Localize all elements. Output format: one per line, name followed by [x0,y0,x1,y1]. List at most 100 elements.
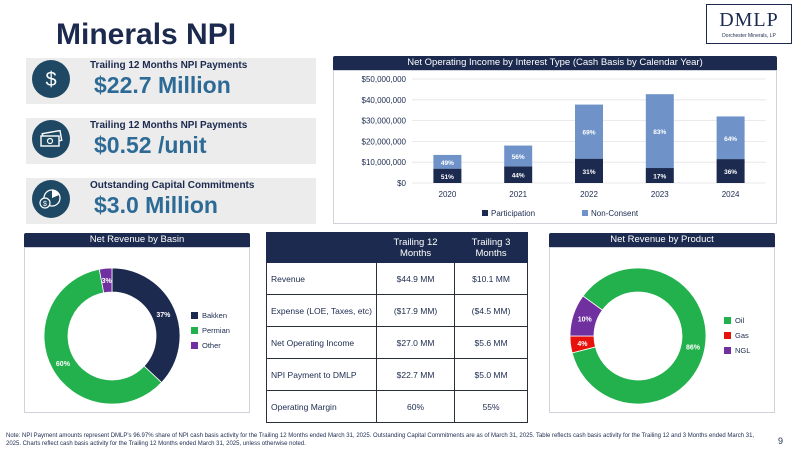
logo-wordmark: DMLP [719,9,779,31]
bar-segment [504,145,533,167]
legend-swatch [582,210,588,216]
row-label: Expense (LOE, Taxes, etc) [266,294,377,327]
x-tick-label: 2021 [509,190,527,199]
page-number: 9 [778,436,784,446]
bar-data-label: 56% [512,154,525,161]
legend-label: NGL [735,346,751,355]
table-header-cell [266,232,377,263]
table-row: Expense (LOE, Taxes, etc) ($17.9 MM) ($4… [266,294,528,327]
cell-t12: $44.9 MM [375,262,456,295]
table-row: Operating Margin 60% 55% [266,390,528,423]
x-tick-label: 2023 [651,190,669,199]
table-header-row: Trailing 12 Months Trailing 3 Months [266,232,528,263]
financial-summary-table: Trailing 12 Months Trailing 3 Months Rev… [266,232,528,423]
row-label: Operating Margin [266,390,377,423]
bar-segment [716,159,745,183]
bar-data-label: 51% [441,174,454,181]
slice-label: 37% [156,312,171,319]
cell-t3: $5.0 MM [454,358,528,391]
bar-segment [575,104,603,159]
donut-slice [98,267,113,294]
kpi-label: Trailing 12 Months NPI Payments [90,120,248,131]
dollar-icon: $ [32,60,70,98]
bar-data-label: 31% [582,169,595,176]
bar-segment [645,168,674,183]
bar-chart-panel: $0 $10,000,000 $20,000,000 $30,000,000 $40,0… [333,70,777,224]
legend-item: Gas [724,331,750,340]
bar-data-label: 64% [724,136,737,143]
kpi-card-npi-payments: $ Trailing 12 Months NPI Payments $22.7 … [26,58,316,104]
legend-label: Gas [735,331,749,340]
row-label: Revenue [266,262,377,295]
x-tick-label: 2022 [580,190,598,199]
basin-chart-panel: 37% 60% 3% [24,247,250,413]
table-header-cell: Trailing 12 Months [375,232,456,263]
bar-data-label: 83% [653,129,666,136]
bar-segment [645,94,674,169]
x-tick-label: 2020 [439,190,457,199]
legend-label: Non-Consent [591,209,639,218]
footnote: Note: NPI Payment amounts represent DMLP… [6,433,755,447]
y-tick-label: $20,000,000 [362,137,407,146]
y-tick-label: $40,000,000 [362,96,407,105]
legend-label: Oil [735,316,745,325]
kpi-value: $0.52 /unit [94,132,207,158]
legend-item: Permian [191,326,230,335]
product-donut-chart: 86% 4% 10% [569,267,707,405]
slice-label: 3% [102,278,113,285]
cell-t12: $27.0 MM [375,326,456,359]
bar-chart-title: Net Operating Income by Interest Type (C… [333,56,777,70]
bar-segment [575,158,603,183]
y-tick-label: $30,000,000 [362,117,407,126]
bar-segment [433,154,462,169]
cell-t12: $22.7 MM [375,358,456,391]
legend-label: Other [202,341,221,350]
donut-slice [571,267,707,405]
slice-label: 4% [577,341,588,348]
kpi-label: Trailing 12 Months NPI Payments [90,60,248,71]
table-row: Net Operating Income $27.0 MM $5.6 MM [266,326,528,359]
legend-label: Bakken [202,311,228,320]
legend-item: Other [191,341,230,350]
svg-text:$: $ [45,69,56,90]
logo-subtitle: Dorchester Minerals, LP [722,33,776,39]
page-title: Minerals NPI [56,18,237,51]
bar-data-label: 44% [512,173,525,180]
cell-t3: $5.6 MM [454,326,528,359]
product-chart-title: Net Revenue by Product [549,233,775,247]
legend-item: Bakken [191,311,230,320]
product-legend: Oil Gas NGL [724,316,750,361]
slice-label: 86% [686,344,701,351]
bar-segment [716,116,745,160]
cell-t12: 60% [375,390,456,423]
table-row: NPI Payment to DMLP $22.7 MM $5.0 MM [266,358,528,391]
slice-label: 10% [578,317,593,324]
bar-data-label: 17% [653,174,666,181]
kpi-value: $22.7 Million [94,72,231,98]
bar-data-label: 36% [724,169,737,176]
cell-t3: 55% [454,390,528,423]
cash-icon [32,120,70,158]
kpi-card-capital-commitments: $ Outstanding Capital Commitments $3.0 M… [26,178,316,224]
kpi-label: Outstanding Capital Commitments [90,180,255,191]
kpi-value: $3.0 Million [94,192,218,218]
cell-t3: ($4.5 MM) [454,294,528,327]
basin-chart-title: Net Revenue by Basin [24,233,250,247]
bar-data-label: 49% [441,160,454,167]
donut-slice [43,268,163,405]
bar-data-label: 69% [582,130,595,137]
basin-donut-chart: 37% 60% 3% [43,267,181,405]
product-chart-panel: 86% 4% 10% [549,247,775,413]
legend-swatch [482,210,488,216]
x-tick-label: 2024 [722,190,740,199]
basin-legend: Bakken Permian Other [191,311,230,356]
y-tick-label: $0 [397,179,406,188]
legend-item: NGL [724,346,750,355]
legend-label: Participation [491,209,535,218]
bar-segment [433,168,462,183]
cell-t12: ($17.9 MM) [375,294,456,327]
donut-slice [569,295,603,337]
donut-slice [111,267,181,384]
slice-label: 60% [56,361,71,368]
table-row: Revenue $44.9 MM $10.1 MM [266,262,528,295]
